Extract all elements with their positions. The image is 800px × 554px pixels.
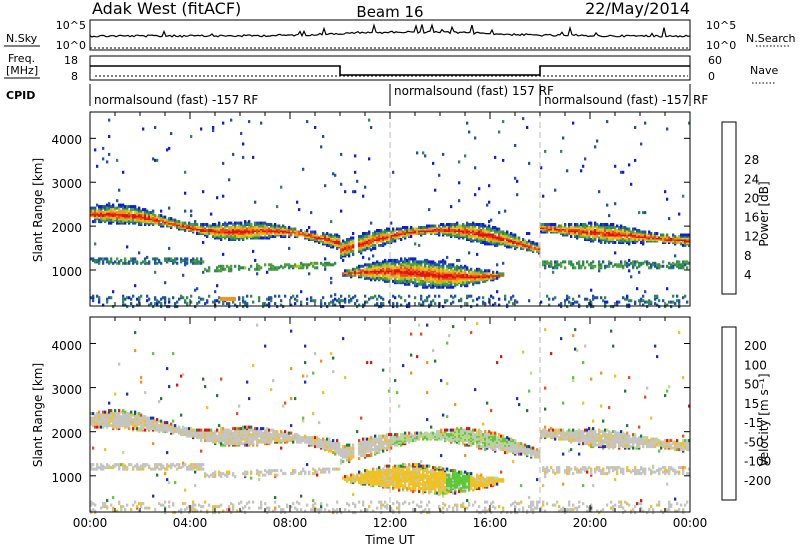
- xtick-0000: 00:00: [73, 516, 108, 530]
- power-ylabel: Slant Range [km]: [31, 158, 45, 262]
- svg-text:28: 28: [744, 153, 759, 167]
- velocity-ylabel: Slant Range [km]: [31, 363, 45, 467]
- beam-title: Beam 16: [356, 3, 423, 21]
- velocity-ytick-4000: 4000: [51, 339, 82, 353]
- freq-line: [90, 65, 690, 76]
- cpid-segment-2: normalsound (fast) 157 RF: [394, 84, 554, 98]
- power-ytick-3000: 3000: [51, 177, 82, 191]
- nsky-line: [89, 23, 691, 38]
- noise-tick-left-bottom: 10^0: [56, 39, 86, 52]
- xtick-1200: 12:00: [373, 516, 408, 530]
- xlabel: Time UT: [364, 533, 415, 547]
- noise-tick-right-bottom: 10^0: [706, 39, 736, 52]
- velocity-yticks: [90, 342, 690, 477]
- noise-tick-right-top: 10^5: [706, 19, 736, 32]
- svg-text:8: 8: [744, 249, 752, 263]
- power-ytick-1000: 1000: [51, 265, 82, 279]
- velocity-ytick-1000: 1000: [51, 471, 82, 485]
- velocity-ytick-3000: 3000: [51, 383, 82, 397]
- power-ytick-4000: 4000: [51, 133, 82, 147]
- noise-tick-left-top: 10^5: [56, 19, 86, 32]
- xtick-2000: 20:00: [573, 516, 608, 530]
- nave-tick-top: 60: [708, 54, 722, 67]
- power-data: [90, 117, 691, 309]
- nsky-label: N.Sky: [6, 32, 38, 45]
- time-axis: 00:00 04:00 08:00 12:00 16:00 20:00 00:0…: [73, 112, 708, 547]
- velocity-ytick-2000: 2000: [51, 427, 82, 441]
- svg-text:20: 20: [744, 191, 759, 205]
- power-colorbar-label: Power [dB]: [757, 181, 771, 246]
- power-panel: 1000 2000 3000 4000 Slant Range [km] 4 8 1…: [31, 111, 771, 309]
- nave-label: Nave: [750, 64, 778, 77]
- xtick-1600: 16:00: [473, 516, 508, 530]
- svg-text:16: 16: [744, 211, 759, 225]
- freq-tick-top: 18: [64, 54, 78, 67]
- velocity-data: [90, 322, 691, 515]
- velocity-colorbar-label: Velocity [m s⁻¹]: [757, 373, 771, 466]
- cpid-panel: CPID normalsound (fast) -157 RF normalso…: [6, 84, 708, 107]
- cpid-segment-1: normalsound (fast) -157 RF: [94, 93, 258, 107]
- svg-text:12: 12: [744, 230, 759, 244]
- station-title: Adak West (fitACF): [92, 0, 241, 18]
- date-title: 22/May/2014: [585, 0, 690, 18]
- svg-text:4: 4: [744, 268, 752, 282]
- velocity-panel: 1000 2000 3000 4000 Slant Range [km] 200…: [31, 316, 771, 515]
- xticks: [89, 112, 691, 512]
- freq-unit: [MHz]: [6, 64, 38, 77]
- freq-tick-bottom: 8: [71, 70, 78, 83]
- nsearch-label: N.Search: [746, 32, 796, 45]
- cpid-segment-3: normalsound (fast) -157 RF: [544, 93, 708, 107]
- noise-panel: N.Sky 10^5 10^0 10^5 10^0 N.Search: [4, 19, 796, 52]
- xtick-0400: 04:00: [173, 516, 208, 530]
- power-ytick-2000: 2000: [51, 221, 82, 235]
- freq-panel: Freq. [MHz] 18 8 60 0 Nave: [4, 52, 778, 84]
- xtick-0800: 08:00: [273, 516, 308, 530]
- power-yticks: [90, 137, 690, 271]
- svg-text:24: 24: [744, 172, 759, 186]
- freq-label: Freq.: [8, 52, 35, 65]
- cpid-label: CPID: [6, 89, 35, 102]
- nave-tick-bottom: 0: [708, 70, 715, 83]
- xtick-0000-end: 00:00: [673, 516, 708, 530]
- power-colorbar: 4 8 12 16 20 24 28: [721, 121, 759, 295]
